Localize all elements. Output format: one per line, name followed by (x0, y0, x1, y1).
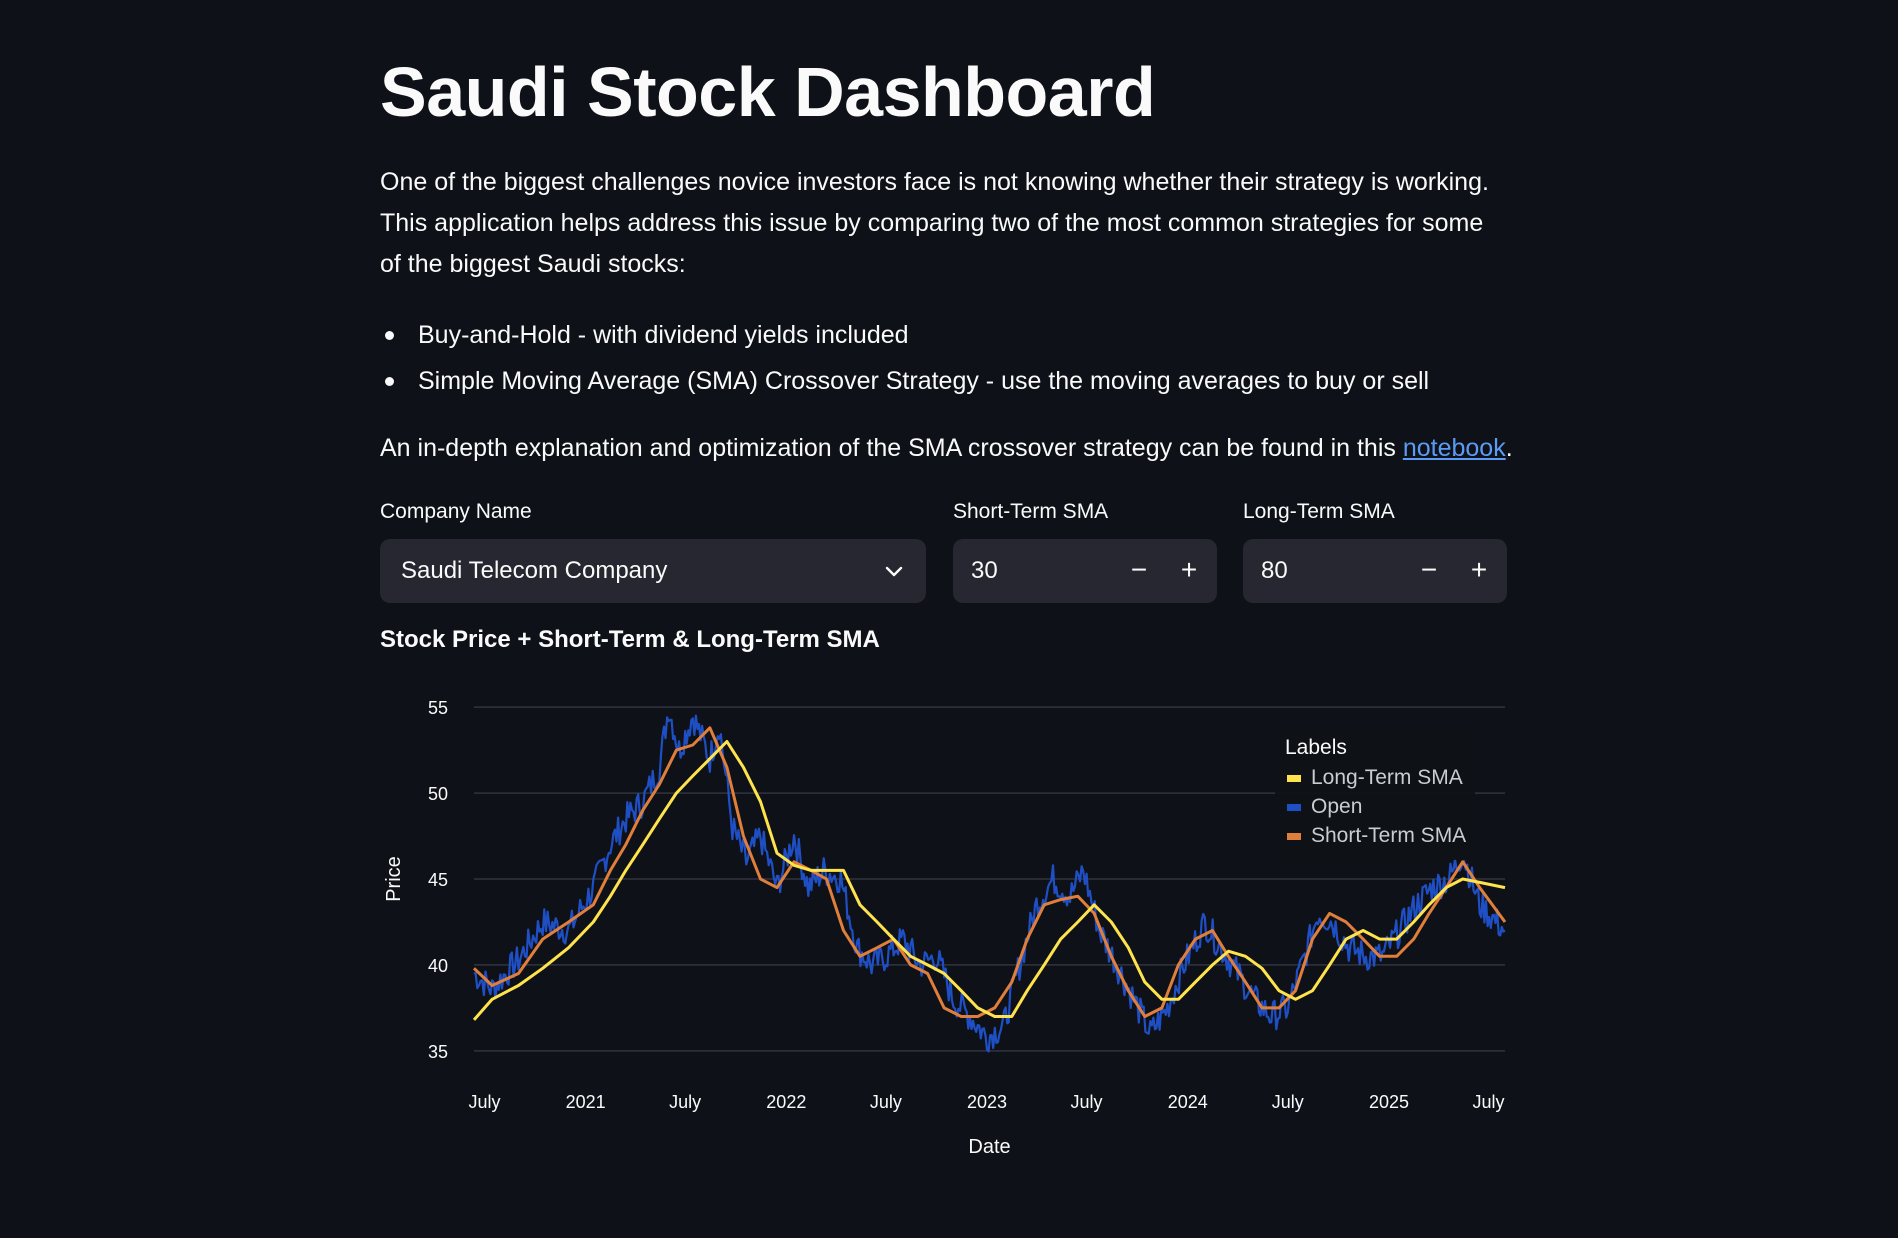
x-tick-label: 2023 (967, 1092, 1007, 1112)
legend-swatch (1287, 804, 1301, 811)
y-tick-label: 55 (428, 698, 448, 718)
legend-swatch (1287, 775, 1301, 782)
legend-label: Open (1311, 795, 1362, 818)
x-tick-label: July (1272, 1092, 1304, 1112)
y-tick-label: 35 (428, 1042, 448, 1062)
x-tick-label: 2025 (1369, 1092, 1409, 1112)
x-tick-label: 2024 (1168, 1092, 1208, 1112)
x-tick-label: July (468, 1092, 500, 1112)
x-tick-label: 2022 (766, 1092, 806, 1112)
legend-title: Labels (1285, 736, 1347, 760)
legend-item-open[interactable]: Open (1287, 795, 1362, 819)
legend-label: Long-Term SMA (1311, 766, 1463, 789)
x-tick-label: July (870, 1092, 902, 1112)
legend-item-short-sma[interactable]: Short-Term SMA (1287, 824, 1466, 848)
legend-item-long-sma[interactable]: Long-Term SMA (1287, 766, 1463, 790)
chart-legend: Labels Long-Term SMA Open Short-Term SMA (1275, 730, 1475, 860)
legend-label: Short-Term SMA (1311, 824, 1466, 847)
x-tick-label: 2021 (566, 1092, 606, 1112)
y-tick-label: 45 (428, 870, 448, 890)
x-tick-label: July (1071, 1092, 1103, 1112)
y-tick-label: 50 (428, 784, 448, 804)
y-axis-title: Price (383, 856, 405, 902)
y-tick-label: 40 (428, 956, 448, 976)
x-tick-label: July (1472, 1092, 1504, 1112)
x-axis-title: Date (968, 1136, 1010, 1158)
legend-swatch (1287, 833, 1301, 840)
x-tick-label: July (669, 1092, 701, 1112)
